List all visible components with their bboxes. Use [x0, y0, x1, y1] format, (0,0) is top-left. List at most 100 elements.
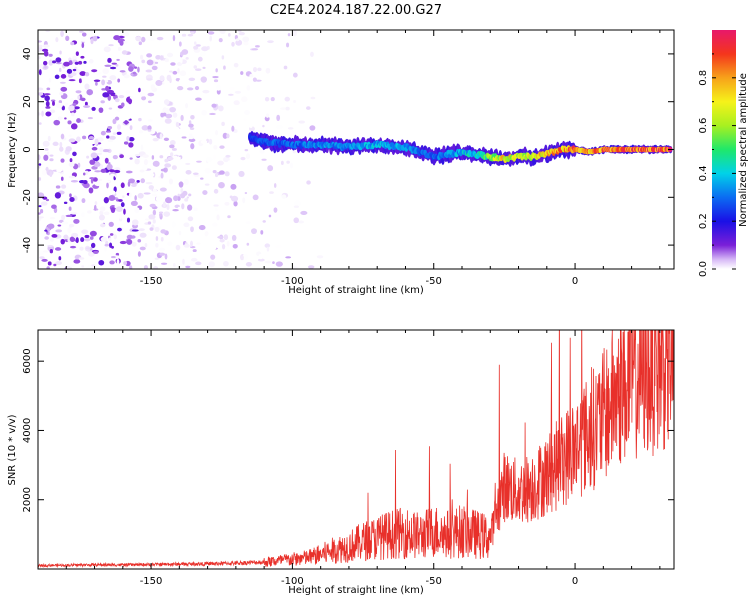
spectrogram-speckle — [125, 248, 133, 254]
spectrogram-speckle — [281, 194, 287, 199]
spectrogram-speckle — [46, 266, 50, 269]
spectrogram-speckle — [148, 214, 156, 220]
spectrogram-speckle — [223, 156, 230, 163]
spectrogram-speckle — [138, 117, 142, 122]
spectrogram-speckle — [38, 212, 41, 215]
spectrogram-speckle — [169, 107, 177, 113]
spectrogram-speckle — [237, 30, 242, 33]
spectrogram-speckle — [160, 168, 166, 172]
spectrogram-speckle — [292, 150, 296, 154]
colorbar-tick-label: 0.8 — [698, 70, 709, 86]
spectrogram-speckle — [129, 157, 133, 160]
spectrogram-speckle — [81, 42, 85, 48]
spectrogram-speckle — [38, 62, 42, 65]
spectrogram-speckle — [80, 37, 86, 42]
spectrogram-speckle — [77, 94, 81, 100]
spectrogram-speckle — [164, 158, 169, 163]
spectrogram-speckle — [69, 158, 73, 163]
spectrogram-speckle — [125, 213, 130, 216]
spectrogram-speckle — [38, 63, 44, 69]
spectrogram-speckle — [159, 75, 165, 82]
spectrogram-speckle — [245, 262, 253, 267]
spectrogram-speckle — [287, 33, 291, 37]
spectrogram-speckle — [146, 59, 154, 66]
spectrogram-speckle — [223, 234, 229, 241]
spectrogram-speckle — [117, 46, 122, 52]
spectrogram-speckle — [217, 160, 224, 166]
spectrogram-speckle — [88, 136, 95, 140]
snr-x-tick-label: -150 — [140, 576, 163, 587]
colorbar-label: Normalized spectral amplitude — [738, 73, 749, 227]
spectrogram-speckle — [108, 107, 113, 110]
spectrogram-speckle — [70, 112, 75, 117]
spectrogram-speckle — [152, 137, 159, 142]
spectrogram-speckle — [132, 71, 137, 75]
spectrogram-speckle — [307, 265, 315, 269]
spectrogram-speckle — [202, 89, 210, 94]
spectrogram-speckle — [227, 93, 234, 96]
spectrogram-speckle — [128, 66, 134, 72]
spectrogram-speckle — [81, 229, 89, 235]
spectrogram-speckle — [137, 251, 141, 257]
spectrogram-speckle — [190, 240, 193, 247]
spectrogram-speckle — [155, 79, 163, 87]
spectrogram-speckle — [118, 213, 122, 220]
spectrogram-speckle — [190, 226, 194, 233]
spectrogram-speckle — [177, 67, 180, 74]
spectrogram-speckle — [141, 165, 148, 171]
spectrogram-speckle — [147, 221, 152, 225]
spectrogram-speckle — [45, 30, 51, 33]
spectrogram-speckle — [45, 106, 51, 109]
spectrogram-speckle — [109, 233, 114, 236]
spectrogram-speckle — [96, 137, 104, 142]
spectrogram-speckle — [178, 181, 184, 188]
colorbar: 0.0 0.2 0.4 0.6 0.8 Normalized spectral ampl… — [698, 30, 749, 277]
spectrogram-speckle — [154, 257, 160, 260]
spectrogram-speckle — [245, 221, 251, 225]
spectrogram-speckle — [306, 106, 311, 110]
spectrogram-speckle — [81, 198, 86, 204]
spectrogram-speckle — [78, 60, 83, 65]
spectrogram-speckle — [115, 252, 120, 256]
spectrogram-speckle — [219, 238, 225, 243]
spectrogram-speckle — [213, 204, 219, 207]
spectrogram-speckle — [110, 207, 116, 213]
spectrogram-speckle — [151, 65, 158, 71]
spectrogram-speckle — [202, 66, 206, 70]
spectrogram-speckle — [283, 65, 288, 70]
spectrogram-speckle — [125, 116, 130, 120]
spectrogram-speckle — [109, 260, 115, 265]
spectrogram-speckle — [128, 98, 133, 105]
spectrogram-speckle — [293, 217, 300, 224]
spectrogram-speckle — [238, 31, 245, 36]
spectrogram-speckle — [200, 52, 207, 56]
spectrogram-speckle — [261, 158, 267, 161]
spectrogram-speckle — [218, 170, 225, 175]
spectrogram-speckle — [200, 177, 204, 180]
spectrogram-speckle — [251, 228, 258, 235]
spectrogram-speckle — [80, 237, 85, 243]
spectrogram-speckle — [265, 67, 271, 74]
spectrogram-speckle — [293, 205, 300, 208]
spectrogram-speckle — [198, 225, 206, 231]
spectrogram-speckle — [188, 135, 194, 140]
spectrogram-speckle — [145, 69, 153, 73]
spectrogram-speckle — [210, 254, 216, 260]
spectrogram-speckle — [185, 169, 192, 175]
spectrogram-speckle — [107, 125, 113, 130]
spectrogram-speckle — [98, 107, 104, 113]
spectrogram-speckle — [38, 122, 42, 125]
spectrogram-speckle — [137, 66, 140, 73]
spectrogram-speckle — [295, 261, 301, 268]
spectrogram-speckle — [60, 238, 66, 245]
spectrogram-speckle — [66, 68, 73, 74]
spectrogram-speckle — [118, 81, 124, 89]
spectrogram-speckle — [93, 204, 97, 211]
spectrogram-speckle — [218, 105, 224, 112]
spectrogram-speckle — [134, 158, 140, 165]
spectrogram-y-tick-label: 0 — [22, 146, 33, 152]
spectrogram-speckle — [102, 92, 110, 98]
spectrogram-speckle — [163, 54, 167, 59]
spectrogram-speckle — [160, 237, 164, 242]
spectrogram-speckle — [75, 51, 79, 56]
